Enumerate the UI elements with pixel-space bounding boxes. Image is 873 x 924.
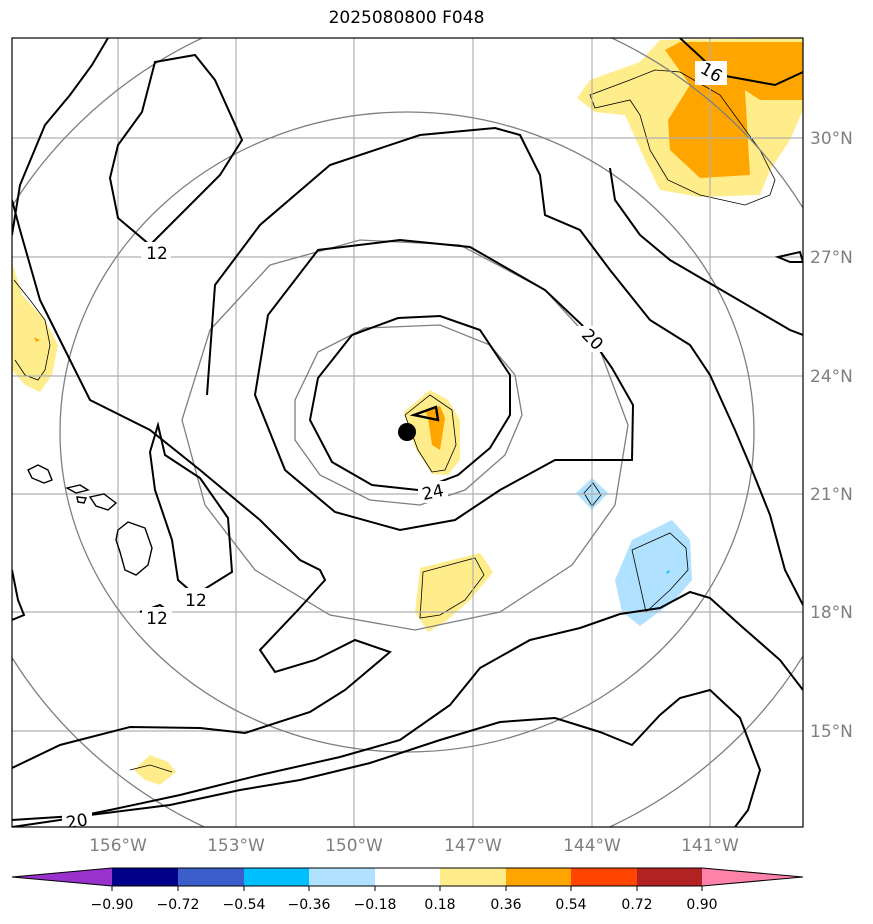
colorbar-swatch xyxy=(112,868,178,886)
contour-24 xyxy=(308,314,511,492)
colorbar-tick-label: −0.90 xyxy=(91,897,134,913)
contour-label-12-hawaii: 12 xyxy=(146,609,168,629)
map-frame xyxy=(11,37,804,828)
colorbar-swatch xyxy=(244,868,309,886)
colorbar-swatch xyxy=(571,868,637,886)
latitude-tick-labels: 30°N 27°N 24°N 21°N 18°N 15°N xyxy=(810,129,853,742)
colorbar-swatch xyxy=(178,868,244,886)
storm-center-marker xyxy=(398,423,416,441)
colorbar-tick-label: −0.36 xyxy=(288,897,331,913)
contour-south-1 xyxy=(12,590,803,827)
shaded-anomaly-areas xyxy=(12,38,803,785)
colorbar-tick-label: 0.72 xyxy=(621,897,652,913)
colorbar-extend-high xyxy=(702,868,803,886)
lon-tick: 144°W xyxy=(563,836,621,856)
colorbar-swatch xyxy=(440,868,506,886)
colorbar-swatch xyxy=(375,868,440,886)
range-ring-3 xyxy=(59,111,755,753)
colorbar-tick-label: 0.36 xyxy=(490,897,521,913)
anomaly-positive-south xyxy=(415,553,493,632)
island-kauai xyxy=(27,464,53,484)
range-rings xyxy=(12,38,803,827)
range-ring-1 xyxy=(294,324,523,506)
colorbar-tick-label: −0.72 xyxy=(157,897,200,913)
island-oahu xyxy=(65,484,90,494)
contour-south-2 xyxy=(12,688,762,827)
lat-tick: 30°N xyxy=(810,129,853,149)
colorbar-swatch xyxy=(309,868,375,886)
map-title: 2025080800 F048 xyxy=(328,8,485,28)
colorbar-extend-low xyxy=(12,868,112,886)
lon-tick: 150°W xyxy=(325,836,383,856)
contour-16 xyxy=(679,38,803,87)
contour-lines xyxy=(12,38,803,827)
lat-tick: 21°N xyxy=(810,485,853,505)
lat-tick: 18°N xyxy=(810,603,853,623)
contour-20-inner xyxy=(253,238,635,532)
anomaly-positive-sw xyxy=(134,755,176,785)
anomaly-negative-east xyxy=(615,520,692,626)
colorbar-swatch xyxy=(506,868,571,886)
island-molokai xyxy=(76,496,87,504)
lon-tick: 156°W xyxy=(89,836,147,856)
colorbar-tick-label: 0.90 xyxy=(686,897,717,913)
colorbar: −0.90 −0.72 −0.54 −0.36 −0.18 0.18 0.36 … xyxy=(11,867,804,913)
contour-label-group: 12 12 12 16 20 20 24 xyxy=(62,59,727,833)
lon-tick: 153°W xyxy=(207,836,265,856)
lat-tick: 15°N xyxy=(810,722,853,742)
contour-12-south xyxy=(148,421,234,597)
colorbar-tick-label: −0.54 xyxy=(223,897,266,913)
colorbar-swatch xyxy=(637,868,702,886)
longitude-tick-labels: 156°W 153°W 150°W 147°W 144°W 141°W xyxy=(89,836,739,856)
island-hawaii xyxy=(115,521,153,576)
coastlines xyxy=(27,464,153,576)
colorbar-tick-label: 0.54 xyxy=(555,897,586,913)
contour-label-12-south: 12 xyxy=(185,591,207,611)
contour-12-west xyxy=(12,38,109,236)
lon-tick: 141°W xyxy=(681,836,739,856)
lat-tick: 27°N xyxy=(810,248,853,268)
contour-mid xyxy=(12,199,392,769)
lat-tick: 24°N xyxy=(810,367,853,387)
colorbar-tick-label: −0.18 xyxy=(354,897,397,913)
contour-label-20-south: 20 xyxy=(65,810,90,833)
contour-12-north xyxy=(108,53,244,247)
contour-label-12-north: 12 xyxy=(146,244,168,264)
island-maui xyxy=(88,493,118,511)
lon-tick: 147°W xyxy=(444,836,502,856)
anomaly-positive-west xyxy=(12,262,58,392)
colorbar-tick-label: 0.18 xyxy=(424,897,455,913)
contour-center-small xyxy=(409,405,440,422)
contour-20-outer xyxy=(206,126,803,606)
contour-label-24: 24 xyxy=(420,481,445,505)
